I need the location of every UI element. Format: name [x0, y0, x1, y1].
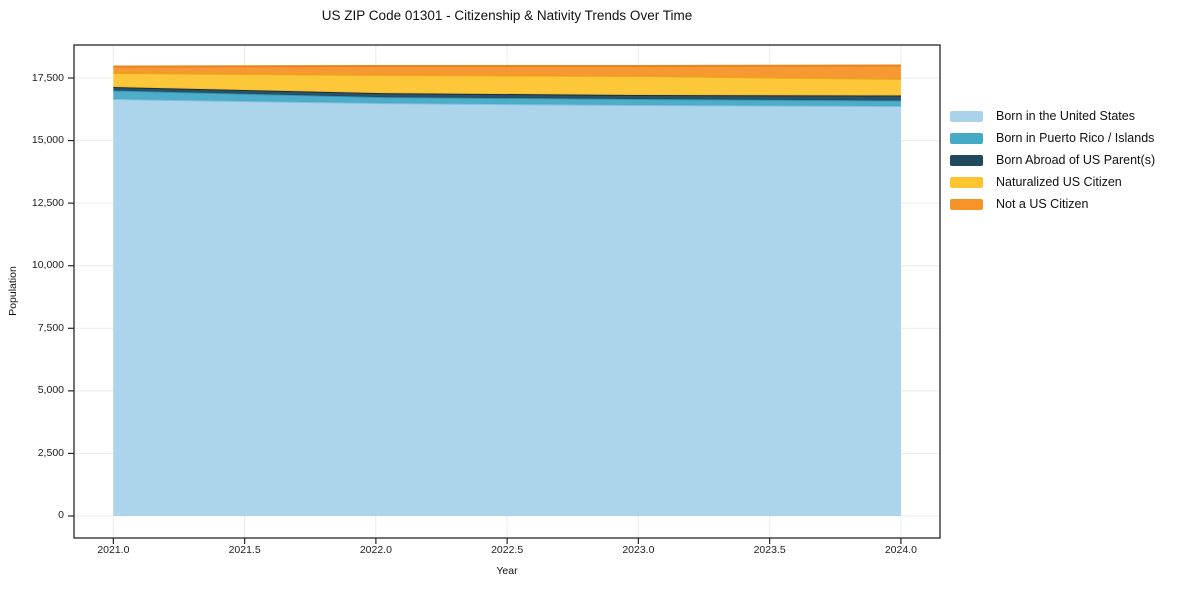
x-tick-label: 2023.5 [753, 544, 786, 556]
legend-label: Not a US Citizen [996, 197, 1089, 211]
legend-label: Born Abroad of US Parent(s) [996, 153, 1156, 167]
legend: Born in the United States Born in Puerto… [950, 105, 1155, 215]
legend-item-born-us[interactable]: Born in the United States [950, 105, 1155, 127]
area-series-3 [113, 73, 901, 96]
y-tick-label: 7,500 [37, 321, 64, 334]
legend-label: Born in the United States [996, 109, 1135, 123]
y-tick-label: 10,000 [31, 259, 64, 272]
legend-swatch-not-citizen-icon [950, 198, 983, 210]
area-line-series-4 [113, 64, 901, 68]
legend-swatch-born-us-icon [950, 110, 983, 122]
x-tick-label: 2022.5 [491, 544, 524, 556]
x-tick-label: 2021.5 [228, 544, 261, 556]
y-tick-label: 2,500 [37, 446, 64, 459]
legend-item-naturalized[interactable]: Naturalized US Citizen [950, 171, 1155, 193]
area-series-4 [113, 65, 901, 80]
legend-swatch-puerto-rico-icon [950, 132, 983, 144]
x-tick-label: 2024.0 [884, 544, 917, 556]
legend-label: Naturalized US Citizen [996, 175, 1122, 189]
legend-item-not-citizen[interactable]: Not a US Citizen [950, 193, 1155, 215]
x-axis-label: Year [496, 565, 518, 577]
legend-item-puerto-rico[interactable]: Born in Puerto Rico / Islands [950, 127, 1155, 149]
x-tick-label: 2023.0 [622, 544, 655, 556]
x-tick-label: 2021.0 [97, 544, 130, 556]
y-tick-label: 17,500 [31, 71, 64, 84]
legend-swatch-born-abroad-icon [950, 154, 983, 166]
legend-label: Born in Puerto Rico / Islands [996, 131, 1155, 145]
y-tick-label: 0 [58, 509, 64, 522]
y-tick-label: 15,000 [31, 134, 64, 147]
x-tick-label: 2022.0 [359, 544, 392, 556]
area-series-2 [113, 87, 901, 101]
legend-swatch-naturalized-icon [950, 176, 983, 188]
area-series-0 [113, 99, 901, 516]
chart-title: US ZIP Code 01301 - Citizenship & Nativi… [321, 8, 693, 23]
y-tick-label: 12,500 [31, 196, 64, 209]
area-line-series-1 [113, 89, 901, 102]
y-tick-label: 5,000 [37, 384, 64, 397]
y-axis-label: Population [7, 266, 19, 316]
legend-item-born-abroad[interactable]: Born Abroad of US Parent(s) [950, 149, 1155, 171]
